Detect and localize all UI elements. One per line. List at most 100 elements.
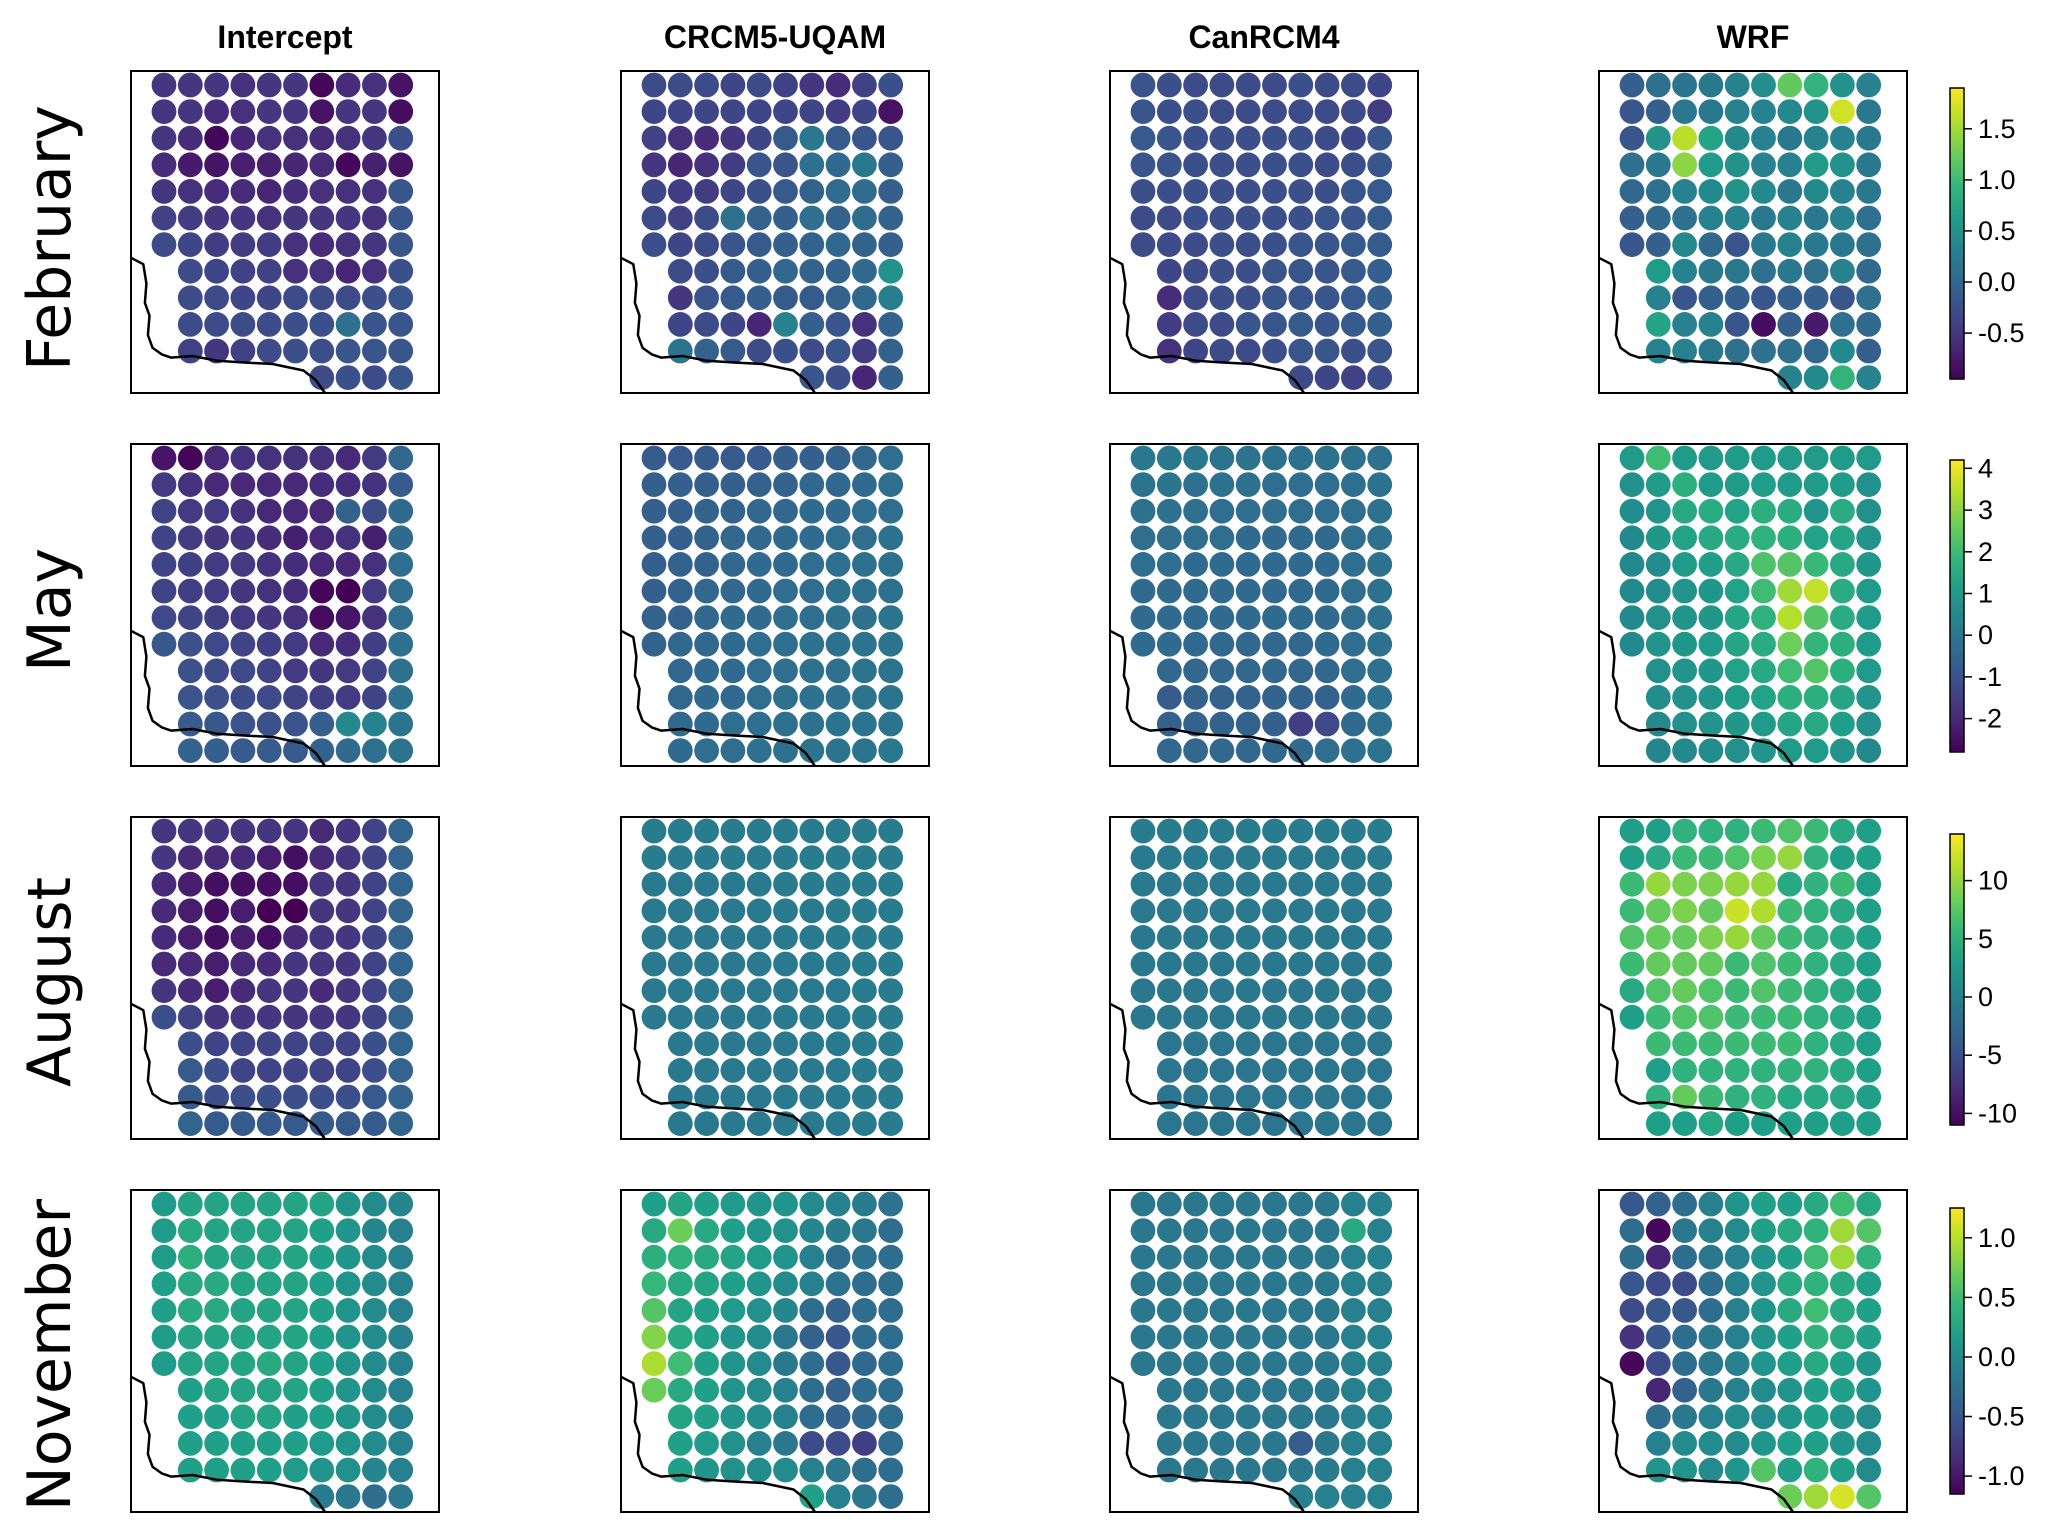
grid-marker <box>1698 1298 1724 1323</box>
grid-marker <box>1288 738 1314 763</box>
grid-marker <box>1288 1377 1314 1403</box>
grid-marker <box>667 258 693 284</box>
grid-marker <box>1751 605 1776 630</box>
grid-marker <box>1341 258 1366 284</box>
grid-marker <box>1777 1191 1803 1217</box>
grid-marker <box>1672 1271 1697 1297</box>
grid-marker <box>859 1137 870 1139</box>
grid-marker <box>746 1218 772 1243</box>
grid-marker <box>1156 498 1182 524</box>
grid-marker <box>1341 285 1366 311</box>
grid-marker <box>204 99 230 124</box>
grid-marker <box>283 1271 308 1297</box>
grid-marker <box>1724 552 1750 577</box>
grid-marker <box>204 72 230 98</box>
column-titles: Intercept CRCM5-UQAM CanRCM4 WRF <box>217 19 1789 55</box>
grid-marker <box>335 1431 361 1456</box>
grid-marker <box>667 125 693 151</box>
grid-marker <box>1672 1457 1697 1483</box>
grid-marker <box>641 1351 667 1376</box>
grid-marker <box>1856 605 1882 630</box>
grid-marker <box>309 285 335 311</box>
grid-marker <box>362 1351 387 1376</box>
grid-marker <box>799 1244 825 1270</box>
grid-marker <box>1183 312 1208 337</box>
grid-marker <box>1314 472 1340 497</box>
grid-marker <box>667 1324 693 1350</box>
grid-marker <box>1830 1084 1855 1110</box>
grid-marker <box>1288 1111 1314 1136</box>
grid-marker <box>362 1377 387 1403</box>
grid-marker <box>1288 1058 1314 1083</box>
grid-marker <box>1698 951 1724 977</box>
grid-marker <box>878 1324 904 1350</box>
grid-marker <box>335 1298 361 1323</box>
grid-marker <box>256 605 282 630</box>
grid-marker <box>1130 925 1156 950</box>
grid-marker <box>309 152 335 178</box>
grid-marker <box>1751 658 1776 684</box>
grid-marker <box>1209 578 1235 604</box>
grid-marker <box>1341 1404 1366 1430</box>
grid-marker <box>177 1058 203 1083</box>
grid-marker <box>1235 898 1261 924</box>
grid-marker <box>1645 312 1671 337</box>
grid-marker <box>204 818 230 844</box>
grid-marker <box>878 285 904 311</box>
grid-marker <box>151 498 177 524</box>
grid-marker <box>1262 552 1287 577</box>
grid-marker <box>151 72 177 98</box>
grid-marker <box>1619 845 1645 870</box>
grid-marker <box>230 605 256 630</box>
grid-marker <box>825 552 851 577</box>
grid-marker <box>1856 1324 1882 1350</box>
grid-marker <box>720 445 746 471</box>
grid-marker <box>1777 1457 1803 1483</box>
grid-marker <box>1341 72 1366 98</box>
grid-marker <box>1288 232 1314 257</box>
grid-marker <box>878 1431 904 1456</box>
grid-marker <box>1830 871 1855 897</box>
grid-marker <box>204 338 230 364</box>
grid-marker <box>878 99 904 124</box>
grid-marker <box>1645 658 1671 684</box>
grid-marker <box>1777 285 1803 311</box>
grid-marker <box>1209 898 1235 924</box>
grid-marker <box>1803 445 1829 471</box>
grid-marker <box>388 1431 414 1456</box>
grid-marker <box>230 99 256 124</box>
grid-marker <box>309 1058 335 1083</box>
grid-marker <box>641 1377 667 1403</box>
grid-marker <box>1751 1457 1776 1483</box>
grid-marker <box>1698 978 1724 1003</box>
grid-marker <box>1183 845 1208 870</box>
grid-marker <box>1235 205 1261 231</box>
grid-marker <box>799 472 825 497</box>
grid-marker <box>1262 1324 1287 1350</box>
grid-marker <box>720 1324 746 1350</box>
grid-marker <box>1751 1031 1776 1057</box>
grid-marker <box>825 1298 851 1323</box>
grid-marker <box>1314 179 1340 204</box>
grid-marker <box>746 179 772 204</box>
grid-marker <box>1288 258 1314 284</box>
grid-marker <box>1262 1191 1287 1217</box>
grid-marker <box>1856 871 1882 897</box>
grid-marker <box>1288 1218 1314 1243</box>
grid-marker <box>230 72 256 98</box>
grid-marker <box>773 631 798 657</box>
column-title-crcm5-uqam: CRCM5-UQAM <box>664 19 886 55</box>
grid-marker <box>388 845 414 870</box>
grid-marker <box>1837 1137 1848 1139</box>
colorbar-frame <box>1949 1207 1965 1495</box>
grid-marker <box>309 1004 335 1030</box>
grid-marker <box>342 1137 354 1139</box>
grid-marker <box>1724 1324 1750 1350</box>
grid-marker <box>1262 738 1287 763</box>
grid-marker <box>151 179 177 204</box>
grid-marker <box>799 338 825 364</box>
grid-marker <box>1288 1191 1314 1217</box>
grid-marker <box>1341 205 1366 231</box>
grid-marker <box>1645 525 1671 551</box>
grid-marker <box>773 472 798 497</box>
